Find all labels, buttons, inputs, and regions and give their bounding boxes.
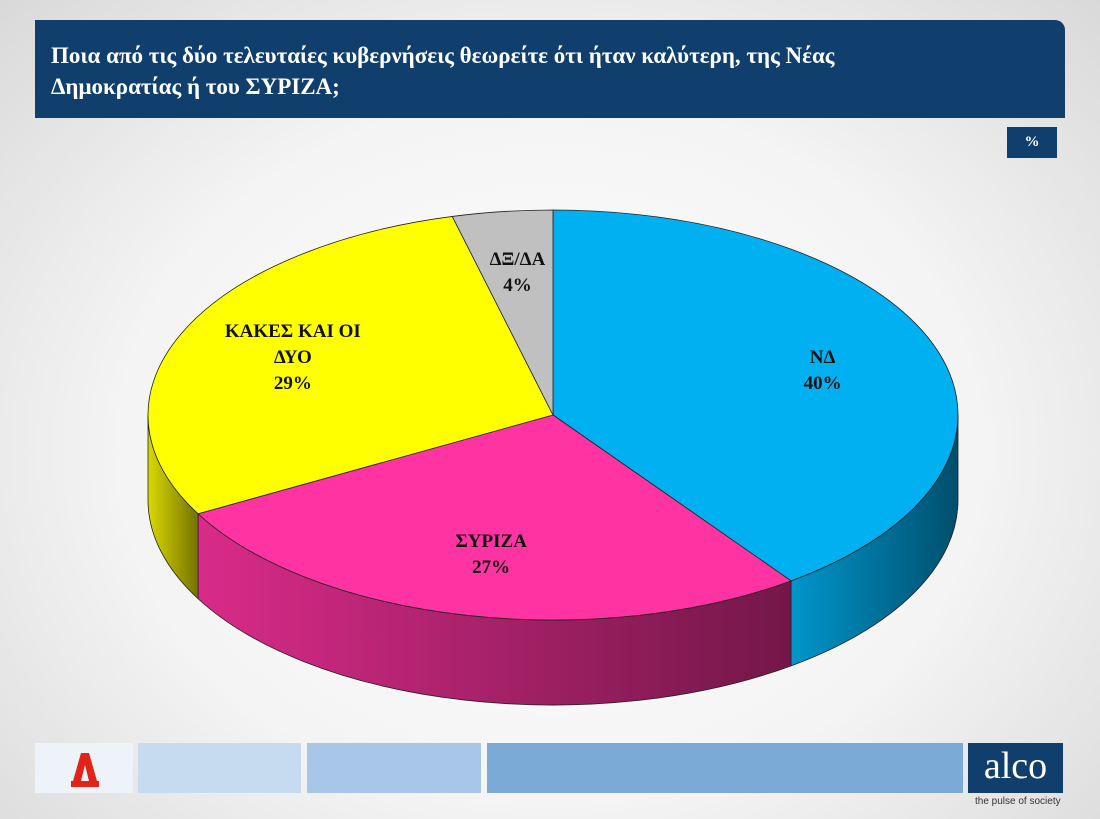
slice-category: ΔΞ/ΔΑ xyxy=(489,248,546,270)
logo-icon xyxy=(71,753,99,787)
pie-slice xyxy=(552,209,959,582)
pie-slice xyxy=(197,414,792,621)
slice-label: ΝΔ 40% xyxy=(738,345,908,397)
slice-value: 27% xyxy=(472,557,511,579)
footer-band xyxy=(307,743,481,793)
pie-slice xyxy=(147,216,554,515)
footer-band xyxy=(487,743,963,793)
slice-label: ΚΑΚΕΣ ΚΑΙ ΟΙ ΔΥΟ 29% xyxy=(208,319,378,397)
title-bar: Ποια από τις δύο τελευταίες κυβερνήσεις … xyxy=(35,20,1065,118)
brand-tagline: the pulse of society xyxy=(975,796,1061,807)
footer-band xyxy=(138,743,301,793)
footer-logo-box xyxy=(35,743,133,793)
slice-value: 29% xyxy=(273,373,312,394)
brand-logo: alco xyxy=(968,743,1063,793)
pie-slice xyxy=(451,209,554,416)
slice-label: ΔΞ/ΔΑ 4% xyxy=(472,247,562,299)
slice-category: ΚΑΚΕΣ ΚΑΙ ΟΙ ΔΥΟ xyxy=(224,321,361,368)
slice-value: 4% xyxy=(503,274,532,296)
slice-category: ΣΥΡΙΖΑ xyxy=(455,531,527,553)
chart-title: Ποια από τις δύο τελευταίες κυβερνήσεις … xyxy=(51,43,835,99)
slice-label: ΣΥΡΙΖΑ 27% xyxy=(406,529,576,581)
unit-badge: % xyxy=(1007,127,1057,158)
slice-value: 40% xyxy=(803,372,842,394)
slice-category: ΝΔ xyxy=(809,346,836,368)
